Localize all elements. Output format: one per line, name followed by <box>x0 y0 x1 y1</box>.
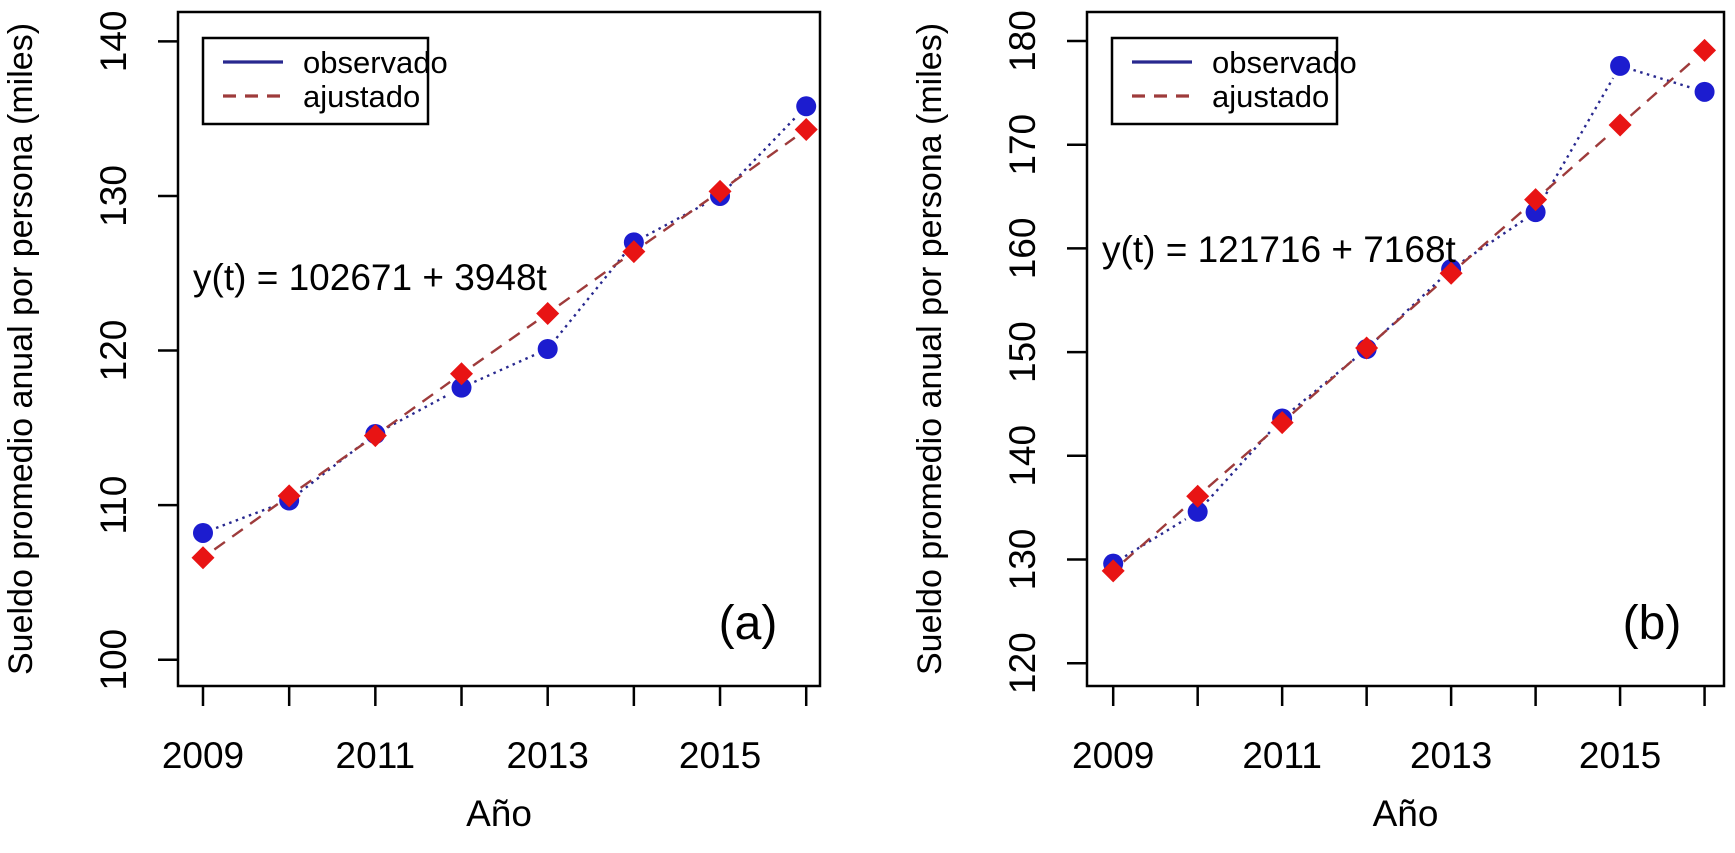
series-observado-line-segment <box>387 393 450 429</box>
y-tick-label: 130 <box>1002 529 1043 591</box>
y-tick-label: 120 <box>93 320 134 382</box>
series-observado-line-segment <box>1124 518 1187 558</box>
series-observado-line-segment <box>1541 77 1615 201</box>
y-axis-title: Sueldo promedio anual por persona (miles… <box>911 23 949 675</box>
series-ajustado-marker <box>708 179 732 203</box>
series-observado-line-segment <box>299 441 365 493</box>
plot-box <box>176 10 822 688</box>
y-tick-label: 120 <box>1002 632 1043 694</box>
series-ajustado-marker <box>536 301 560 325</box>
legend-label-observado: observado <box>1212 45 1357 80</box>
series-ajustado-line-segment <box>1207 430 1273 488</box>
series-ajustado-marker <box>1186 484 1210 508</box>
series-ajustado-line-segment <box>1291 356 1357 415</box>
plot-box <box>1085 10 1726 688</box>
y-tick-label: 140 <box>1002 425 1043 487</box>
series-ajustado-line-segment <box>213 503 279 551</box>
series-observado-line-segment <box>1206 428 1274 503</box>
x-tick-label: 2013 <box>1410 735 1492 776</box>
series-ajustado-marker <box>794 117 818 141</box>
series-observado-line-segment <box>645 201 709 237</box>
series-ajustado-line-segment <box>1460 207 1526 266</box>
series-ajustado-line-segment <box>472 320 537 367</box>
legend-label-ajustado: ajustado <box>303 79 420 114</box>
series-observado-line-segment <box>1375 277 1442 341</box>
series-ajustado-line-segment <box>1122 504 1188 563</box>
series-observado-marker <box>537 339 558 359</box>
series-ajustado-marker <box>1439 261 1463 285</box>
series-observado-line-segment <box>1462 218 1525 263</box>
series-ajustado-marker <box>1608 113 1632 137</box>
series-observado-line-segment <box>728 115 798 187</box>
legend-box <box>201 36 430 126</box>
series-observado-line-segment <box>1633 68 1692 89</box>
series-ajustado-marker <box>191 546 215 570</box>
series-ajustado-line-segment <box>730 136 796 185</box>
y-tick-label: 150 <box>1002 321 1043 383</box>
series-ajustado-line-segment <box>1545 133 1611 192</box>
x-tick-label: 2015 <box>1579 735 1661 776</box>
x-tick-label: 2009 <box>1072 735 1154 776</box>
equation-label: y(t) = 102671 + 3948t <box>193 257 548 298</box>
y-tick-label: 180 <box>1002 10 1043 72</box>
series-observado-marker <box>1187 501 1208 522</box>
series-ajustado-marker <box>450 362 474 386</box>
series-observado-marker <box>1525 202 1546 223</box>
series-ajustado-marker <box>1693 38 1717 62</box>
y-tick-label: 100 <box>93 629 134 691</box>
series-observado-marker <box>1694 81 1715 102</box>
panel-label: (b) <box>1623 597 1682 650</box>
legend-box <box>1110 36 1339 126</box>
x-tick-label: 2009 <box>162 735 244 776</box>
series-ajustado-marker <box>622 240 646 264</box>
legend-label-ajustado: ajustado <box>1212 79 1329 114</box>
series-observado-marker <box>1610 55 1631 76</box>
y-axis-title: Sueldo promedio anual por persona (miles… <box>2 23 40 675</box>
series-observado-marker <box>192 522 213 543</box>
series-ajustado-line-segment <box>1376 281 1442 340</box>
y-tick-label: 130 <box>93 165 134 227</box>
series-ajustado-marker <box>1524 188 1548 212</box>
series-ajustado-marker <box>1270 411 1294 435</box>
series-ajustado-marker <box>363 424 387 448</box>
series-ajustado-line-segment <box>1629 58 1695 117</box>
x-tick-label: 2011 <box>1242 735 1322 776</box>
x-axis-title: Año <box>466 793 532 834</box>
x-tick-label: 2013 <box>507 735 589 776</box>
y-tick-label: 170 <box>1002 114 1043 176</box>
y-tick-label: 110 <box>93 476 134 535</box>
series-ajustado-marker <box>1355 336 1379 360</box>
x-tick-label: 2015 <box>679 735 761 776</box>
series-ajustado-line-segment <box>386 380 451 429</box>
series-ajustado-line-segment <box>558 258 624 307</box>
legend-label-observado: observado <box>303 45 448 80</box>
x-axis-title: Año <box>1373 793 1439 834</box>
series-ajustado-line-segment <box>299 442 365 489</box>
series-observado-marker <box>451 377 472 398</box>
series-observado-marker <box>796 96 817 117</box>
series-ajustado-marker <box>1101 559 1125 583</box>
y-tick-label: 140 <box>93 11 134 73</box>
x-tick-label: 2011 <box>336 735 416 776</box>
panel-label: (a) <box>719 597 778 650</box>
equation-label: y(t) = 121716 + 7168t <box>1102 229 1457 270</box>
series-ajustado-line-segment <box>644 198 710 245</box>
y-tick-label: 160 <box>1002 218 1043 280</box>
series-ajustado-marker <box>277 484 301 508</box>
series-observado-line-segment <box>215 504 277 530</box>
